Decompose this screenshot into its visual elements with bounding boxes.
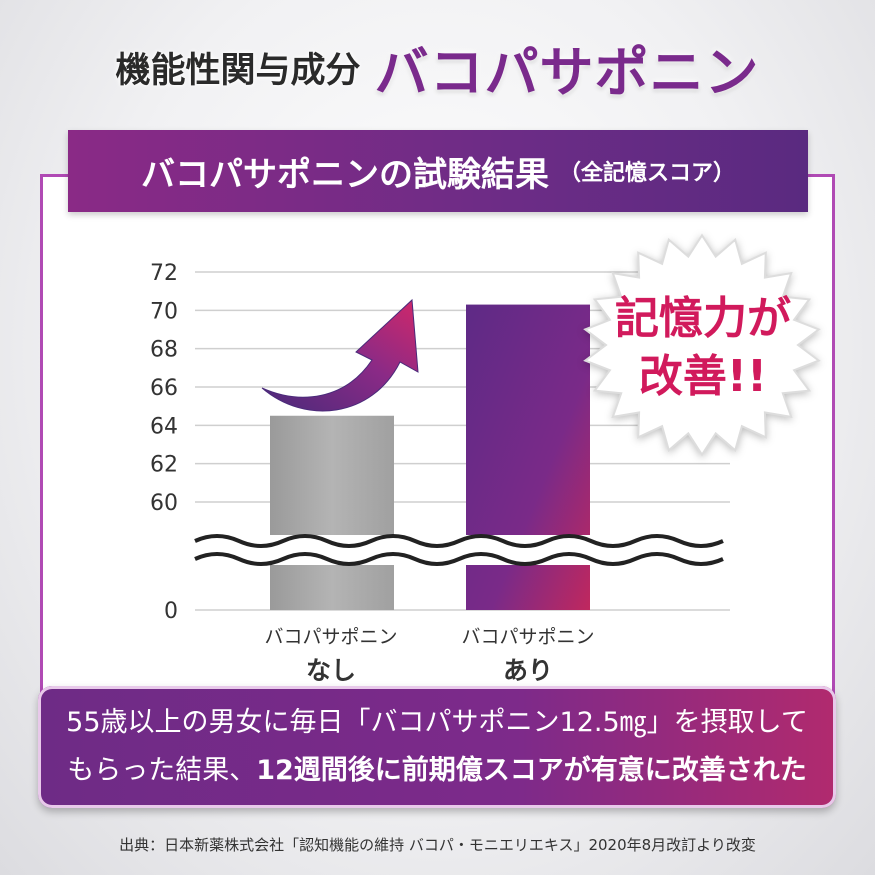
- bar-without: [270, 415, 394, 610]
- note-line1: 55歳以上の男女に毎日「バコパサポニン12.5㎎」を摂取して: [66, 707, 808, 738]
- x-category-with: バコパサポニン あり: [438, 622, 618, 687]
- note-line2-emphasis: 12週間後に前期億スコアが有意に改善された: [256, 755, 807, 786]
- increase-arrow-icon: [261, 298, 419, 412]
- y-tick-label: 66: [150, 376, 178, 401]
- y-axis-ticks: 60 62 64 66 68 70 72 0: [150, 261, 178, 624]
- x-category-without: バコパサポニン なし: [241, 622, 421, 687]
- y-tick-label: 64: [150, 414, 178, 439]
- x-category-label: バコパサポニン: [461, 626, 595, 648]
- y-tick-label: 60: [150, 491, 178, 516]
- chart-title: バコパサポニンの試験結果: [140, 154, 549, 195]
- y-tick-label: 72: [150, 261, 178, 286]
- note-line2: もらった結果、12週間後に前期億スコアが有意に改善された: [38, 748, 836, 787]
- chart-title-banner: バコパサポニンの試験結果 （全記憶スコア）: [68, 130, 808, 212]
- x-category-sublabel: あり: [502, 656, 553, 685]
- starburst-badge: [583, 233, 821, 457]
- x-category-label: バコパサポニン: [264, 626, 398, 648]
- y-tick-label: 70: [150, 299, 178, 324]
- y-tick-label-zero: 0: [164, 599, 178, 624]
- axis-break: [194, 534, 730, 566]
- page-header: 機能性関与成分 バコパサポニン: [0, 22, 875, 112]
- x-category-sublabel: なし: [305, 656, 356, 685]
- note-line2-prefix: もらった結果、: [67, 755, 257, 786]
- starburst-line1: 記憶力が: [615, 293, 791, 344]
- source-citation: 出典：日本新薬株式会社「認知機能の維持 バコパ・モニエリエキス」2020年8月改…: [119, 836, 756, 854]
- y-tick-label: 62: [150, 453, 178, 478]
- result-note: 55歳以上の男女に毎日「バコパサポニン12.5㎎」を摂取して もらった結果、12…: [38, 686, 836, 808]
- starburst-text: 記憶力が 改善!!: [603, 290, 803, 406]
- header-product-name: バコパサポニン: [374, 40, 760, 104]
- y-tick-label: 68: [150, 338, 178, 363]
- chart-subtitle: （全記憶スコア）: [558, 161, 735, 186]
- starburst-line2: 改善!!: [638, 351, 768, 402]
- header-label: 機能性関与成分: [115, 50, 361, 91]
